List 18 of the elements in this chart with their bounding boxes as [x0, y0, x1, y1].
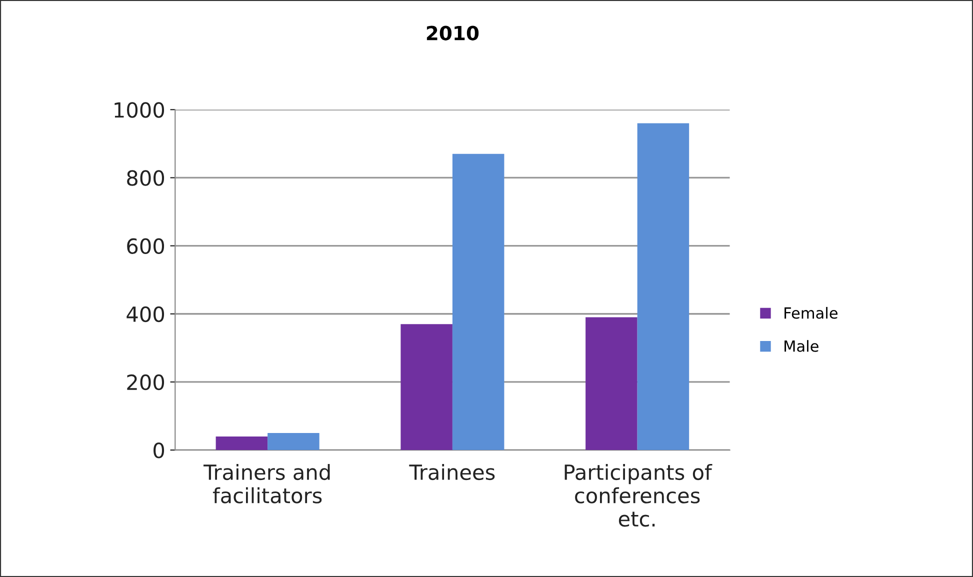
- bar: [216, 436, 268, 450]
- y-tick-label: 400: [126, 306, 164, 322]
- legend-label: Male: [784, 340, 818, 352]
- y-tick-label: 800: [127, 170, 164, 186]
- bar: [452, 154, 504, 450]
- chart-title: 2010: [426, 26, 479, 40]
- bar: [586, 317, 638, 450]
- x-tick-label: Trainers and facilitators: [204, 464, 330, 504]
- y-tick-label: 200: [127, 374, 164, 390]
- x-tick-label: Trainees: [409, 464, 495, 480]
- x-tick-label: Participants of conferences etc.: [564, 464, 712, 527]
- legend-label: Female: [784, 306, 838, 319]
- bar: [268, 433, 320, 450]
- y-tick-label: 1000: [114, 102, 164, 118]
- y-tick-label: 0: [154, 442, 164, 458]
- bar: [400, 324, 452, 450]
- bar: [637, 123, 690, 450]
- y-tick-label: 600: [127, 238, 164, 254]
